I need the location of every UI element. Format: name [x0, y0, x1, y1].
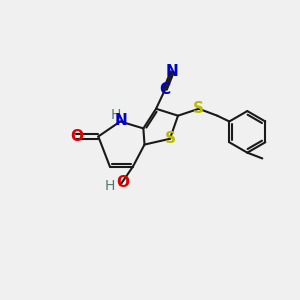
Text: O: O: [70, 129, 83, 144]
Text: H: H: [111, 108, 121, 122]
Text: C: C: [160, 82, 171, 97]
Text: H: H: [105, 179, 115, 193]
Text: N: N: [166, 64, 178, 79]
Text: N: N: [115, 113, 128, 128]
Text: S: S: [164, 131, 175, 146]
Text: O: O: [116, 175, 129, 190]
Text: S: S: [193, 101, 204, 116]
